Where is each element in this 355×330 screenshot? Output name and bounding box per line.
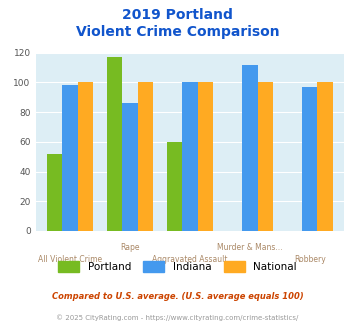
- Text: Murder & Mans...: Murder & Mans...: [217, 243, 283, 252]
- Bar: [78, 82, 93, 231]
- Bar: [182, 82, 198, 231]
- Bar: [242, 65, 257, 231]
- Text: Robbery: Robbery: [294, 255, 326, 264]
- Bar: [62, 85, 78, 231]
- Text: Compared to U.S. average. (U.S. average equals 100): Compared to U.S. average. (U.S. average …: [51, 292, 304, 301]
- Text: © 2025 CityRating.com - https://www.cityrating.com/crime-statistics/: © 2025 CityRating.com - https://www.city…: [56, 314, 299, 321]
- Bar: [257, 82, 273, 231]
- Legend: Portland, Indiana, National: Portland, Indiana, National: [59, 261, 296, 272]
- Bar: [122, 103, 138, 231]
- Bar: [302, 87, 317, 231]
- Bar: [198, 82, 213, 231]
- Text: All Violent Crime: All Violent Crime: [38, 255, 102, 264]
- Text: Violent Crime Comparison: Violent Crime Comparison: [76, 25, 279, 39]
- Bar: [138, 82, 153, 231]
- Text: Aggravated Assault: Aggravated Assault: [152, 255, 228, 264]
- Bar: [47, 154, 62, 231]
- Bar: [167, 142, 182, 231]
- Bar: [317, 82, 333, 231]
- Text: 2019 Portland: 2019 Portland: [122, 8, 233, 22]
- Bar: [107, 57, 122, 231]
- Text: Rape: Rape: [120, 243, 140, 252]
